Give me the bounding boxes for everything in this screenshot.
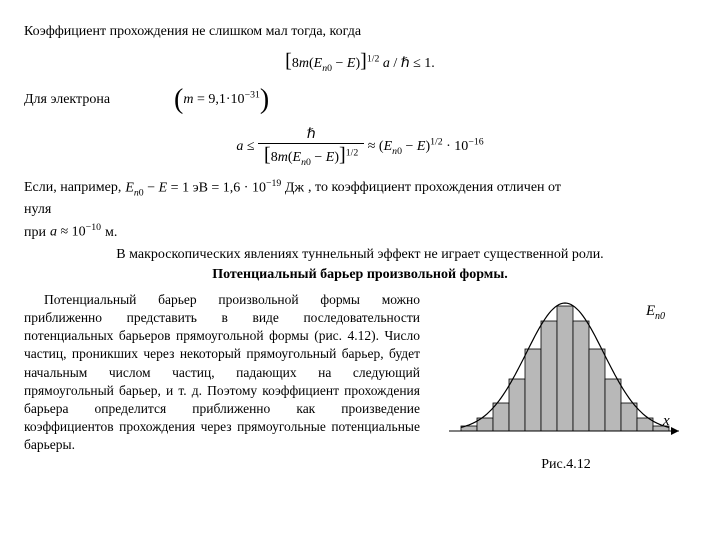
cond-tail: , то коэффициент прохождения отличен от [308,180,561,196]
pri-label: при [24,225,46,241]
condition-line: Если, например, En0 − E = 1 эВ = 1,6 · 1… [24,178,696,198]
figure-caption: Рис.4.12 [541,457,591,473]
barrier-diagram: En0 x [441,291,691,451]
section-heading: Потенциальный барьер произвольной формы. [24,267,696,283]
m-unit: м. [105,225,117,241]
electron-label: Для электрона [24,92,110,108]
pri-line: при a ≈ 10−10 м. [24,222,696,241]
body-text: Потенциальный барьер произвольной формы … [24,291,420,473]
svg-text:x: x [662,413,670,429]
formula-2: a ≤ ℏ [8m(En0 − E)]1/2 ≈ (En0 − E)1/2 · … [24,126,696,168]
null-line: нуля [24,202,696,218]
macro-line: В макроскопических явлениях туннельный э… [24,247,696,263]
formula-1: [8m(En0 − E)]1/2 a / ℏ ≤ 1. [24,50,696,74]
if-label: Если, например, [24,180,121,196]
svg-text:n0: n0 [655,311,665,322]
intro-line-1: Коэффициент прохождения не слишком мал т… [24,24,696,40]
svg-text:E: E [645,303,655,319]
electron-line: Для электрона (m = 9,1·10−31) [24,84,696,116]
